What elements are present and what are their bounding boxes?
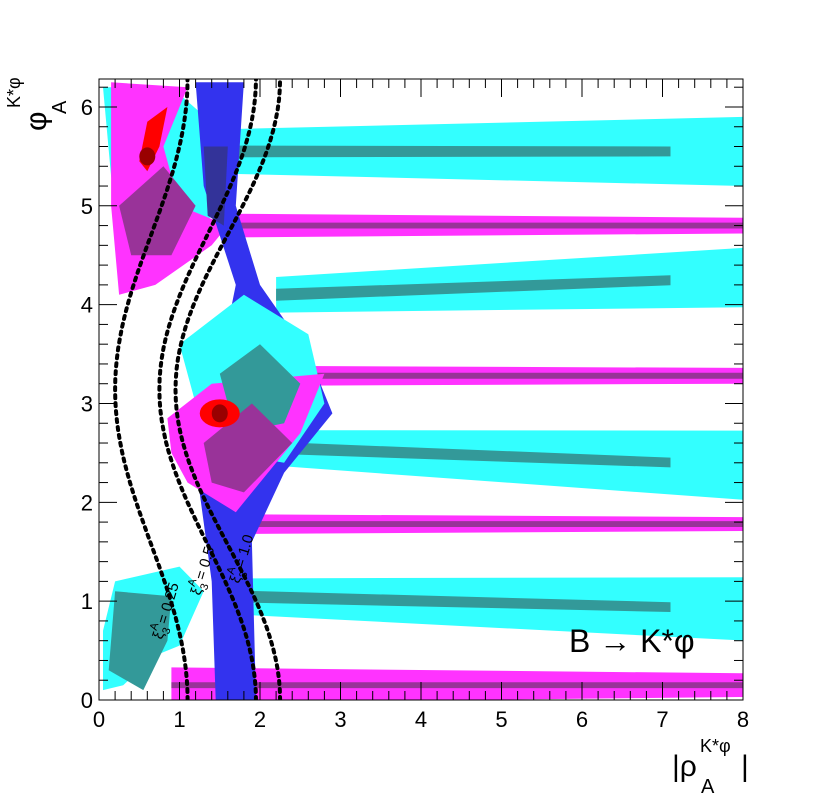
decay-annotation: B → K*φ — [569, 623, 695, 659]
teal-core-1 — [203, 145, 671, 158]
curve-label-2-xi: ξ — [188, 586, 206, 598]
x-axis-title-sup: K*φ — [700, 736, 731, 756]
best-fit-point-1 — [139, 147, 156, 166]
cyan-band-4 — [227, 577, 743, 641]
curve-label-1-sub: 3 — [160, 626, 173, 635]
y-axis-title-sub: A — [49, 100, 71, 114]
curve-label-3-sup: A — [225, 565, 239, 576]
x-tick-label-3: 3 — [334, 707, 346, 732]
purple-core-3 — [227, 521, 743, 527]
x-axis-title-end: | — [741, 750, 749, 783]
y-axis-title-sup: K*φ — [4, 77, 24, 108]
xi-contour-curves — [113, 79, 283, 700]
curve-label-2-sub: 3 — [198, 582, 211, 591]
curve-label-1-xi: ξ — [150, 630, 168, 642]
x-axis-title-sub: A — [701, 776, 715, 797]
purple-core-4 — [171, 682, 743, 689]
x-tick-label-6: 6 — [576, 707, 588, 732]
y-tick-label-0: 0 — [81, 688, 93, 713]
y-tick-label-6: 6 — [81, 95, 93, 120]
purple-core-1 — [227, 222, 743, 229]
y-axis-title: φ K*φ A — [4, 77, 71, 131]
y-tick-label-3: 3 — [81, 391, 93, 416]
teal-core-3 — [276, 442, 671, 468]
curve-label-2-sup: A — [186, 577, 200, 588]
x-tick-label-2: 2 — [254, 707, 266, 732]
y-tick-label-5: 5 — [81, 194, 93, 219]
y-tick-label-1: 1 — [81, 589, 93, 614]
teal-core-4 — [227, 590, 671, 612]
y-tick-label-2: 2 — [81, 490, 93, 515]
cyan-band-2 — [276, 247, 743, 313]
x-tick-label-8: 8 — [737, 707, 749, 732]
teal-core-2 — [276, 275, 671, 301]
xi-curve-2 — [157, 79, 258, 700]
axis-ticks: 0 1 2 3 4 5 6 7 8 0 1 2 3 4 5 6 — [81, 79, 749, 732]
teal-overlap-middle — [219, 344, 301, 434]
teal-arc-lower — [108, 591, 172, 691]
y-axis-title-main: φ — [20, 112, 53, 131]
x-tick-label-1: 1 — [173, 707, 185, 732]
x-tick-label-5: 5 — [495, 707, 507, 732]
x-tick-label-4: 4 — [415, 707, 427, 732]
curve-label-3-xi: ξ — [227, 574, 245, 586]
x-axis-title: |ρ K*φ A | — [672, 736, 749, 797]
xi-curve-3 — [173, 79, 283, 700]
x-axis-title-main: |ρ — [672, 750, 697, 783]
best-fit-point-2 — [211, 404, 228, 423]
curve-label-3-sub: 3 — [237, 570, 250, 579]
curve-label-1-sup: A — [148, 621, 162, 632]
xi-curve-1 — [113, 79, 190, 700]
x-tick-label-7: 7 — [656, 707, 668, 732]
y-tick-label-4: 4 — [81, 293, 93, 318]
purple-core-2 — [276, 372, 743, 379]
x-tick-label-0: 0 — [93, 707, 105, 732]
purple-overlap-upper — [119, 166, 196, 256]
